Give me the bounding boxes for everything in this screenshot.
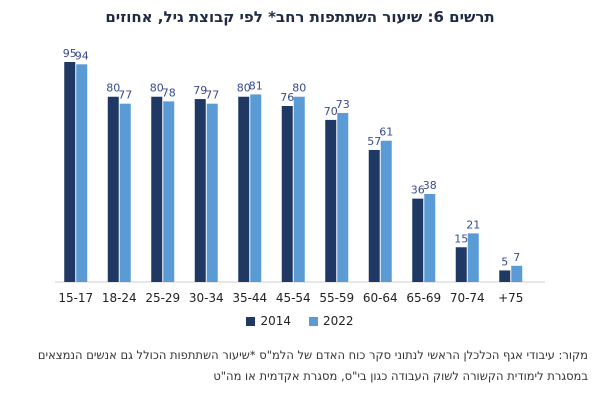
source-note-line-2: במסגרת לימודית הקשורה לשוק העבודה כגון ב… [213,369,588,383]
bar-2022-18-24 [119,103,131,283]
value-label-2022-30-34: 77 [205,89,219,102]
value-label-2014-70-74: 15 [454,232,468,245]
legend: 2014 2022 [0,314,600,328]
bars-group [64,62,523,283]
value-label-2022-18-24: 77 [118,89,132,102]
value-label-2014-+75: 5 [501,255,508,268]
bar-2014-18-24 [107,96,119,282]
bar-2022-45-54 [293,96,305,282]
source-note-line-1: מקור: עיבודי אגף הכלכלן הראשי לנתוני סקר… [37,348,588,362]
chart-title: תרשים 6: שיעור השתתפות רחב* לפי קבוצת גי… [105,8,495,26]
value-label-2014-18-24: 80 [106,82,120,95]
x-tick-label-35-44: 35-44 [232,291,267,305]
legend-label-2022: 2022 [323,314,354,328]
bar-2022-65-69 [424,194,436,282]
bar-2014-60-64 [368,150,380,282]
value-label-2014-65-69: 36 [411,184,425,197]
value-label-2014-30-34: 79 [193,84,207,97]
bar-2014-+75 [499,270,511,282]
x-tick-labels-group: 15-17 18-24 25-29 30-34 35-44 45-54 55-59 60-64… [58,291,523,305]
x-tick-label-65-69: 65-69 [406,291,441,305]
bar-2022-+75 [511,265,523,282]
value-label-2014-60-64: 57 [367,135,381,148]
legend-swatch-2014 [246,316,256,326]
bar-2014-65-69 [412,198,424,282]
x-tick-label-25-29: 25-29 [145,291,180,305]
value-label-2022-15-17: 94 [75,49,89,62]
x-tick-label-55-59: 55-59 [319,291,354,305]
bar-2022-25-29 [163,101,175,282]
x-tick-label-18-24: 18-24 [102,291,137,305]
x-tick-label-+75: +75 [498,291,523,305]
bar-2022-70-74 [467,233,479,282]
value-label-2022-70-74: 21 [466,218,480,231]
x-tick-label-60-64: 60-64 [363,291,398,305]
bar-2014-25-29 [151,96,163,282]
bar-2022-30-34 [206,103,218,283]
bar-2022-15-17 [76,64,88,282]
x-tick-label-30-34: 30-34 [189,291,224,305]
source-note: מקור: עיבודי אגף הכלכלן הראשי לנתוני סקר… [12,345,588,387]
bar-2014-35-44 [238,96,250,282]
legend-item-2014: 2014 [246,314,291,328]
value-label-2014-55-59: 70 [324,105,338,118]
value-label-2014-25-29: 80 [150,82,164,95]
bar-2022-35-44 [250,94,262,282]
legend-swatch-2022 [309,316,318,326]
value-label-2014-35-44: 80 [237,82,251,95]
value-label-2014-15-17: 95 [63,47,77,60]
x-tick-label-45-54: 45-54 [276,291,311,305]
value-label-2022-35-44: 81 [249,79,263,92]
x-tick-label-15-17: 15-17 [58,291,93,305]
bar-2014-30-34 [194,99,206,282]
value-label-2022-25-29: 78 [162,86,176,99]
bar-2014-70-74 [455,247,467,282]
value-label-2022-45-54: 80 [292,82,306,95]
x-tick-label-70-74: 70-74 [450,291,485,305]
bar-2022-55-59 [337,112,349,283]
bar-2022-60-64 [380,140,392,282]
bar-2014-15-17 [64,62,76,282]
legend-item-2022: 2022 [309,314,354,328]
value-label-2022-65-69: 38 [423,179,437,192]
legend-label-2014: 2014 [260,314,291,328]
value-label-2014-45-54: 76 [280,91,294,104]
bar-2014-55-59 [325,119,337,282]
value-label-2022-60-64: 61 [379,126,393,139]
bar-2014-45-54 [281,106,293,282]
value-label-2022-55-59: 73 [336,98,350,111]
value-label-2022-+75: 7 [513,251,520,264]
